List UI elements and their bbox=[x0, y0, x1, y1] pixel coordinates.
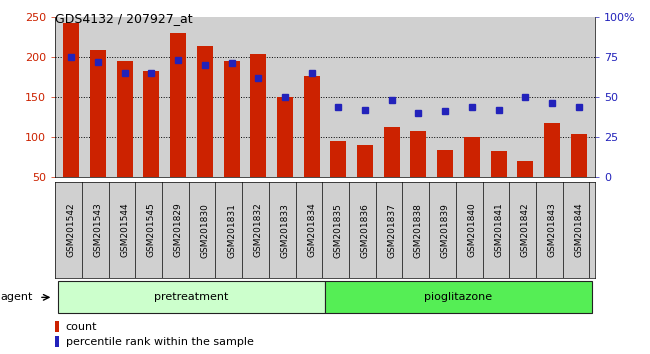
Bar bbox=[304, 76, 320, 177]
Text: percentile rank within the sample: percentile rank within the sample bbox=[66, 337, 254, 347]
Bar bbox=[250, 54, 266, 177]
Bar bbox=[144, 72, 159, 177]
Bar bbox=[90, 50, 106, 177]
Text: GSM201544: GSM201544 bbox=[120, 203, 129, 257]
Text: GSM201829: GSM201829 bbox=[174, 203, 183, 257]
Text: GSM201835: GSM201835 bbox=[334, 202, 343, 258]
Bar bbox=[197, 46, 213, 177]
Text: GSM201836: GSM201836 bbox=[361, 202, 370, 258]
Text: GSM201832: GSM201832 bbox=[254, 203, 263, 257]
Text: pretreatment: pretreatment bbox=[154, 292, 229, 302]
Text: GSM201834: GSM201834 bbox=[307, 203, 316, 257]
Bar bbox=[357, 145, 373, 177]
Bar bbox=[464, 137, 480, 177]
Text: GSM201543: GSM201543 bbox=[94, 203, 103, 257]
Bar bbox=[224, 61, 240, 177]
Bar bbox=[63, 23, 79, 177]
Bar bbox=[384, 127, 400, 177]
Bar bbox=[410, 131, 426, 177]
Bar bbox=[437, 150, 453, 177]
Text: agent: agent bbox=[1, 292, 33, 302]
Bar bbox=[544, 124, 560, 177]
Text: GSM201545: GSM201545 bbox=[147, 203, 156, 257]
Text: GDS4132 / 207927_at: GDS4132 / 207927_at bbox=[55, 12, 193, 25]
Bar bbox=[170, 33, 186, 177]
Bar bbox=[277, 97, 293, 177]
Bar bbox=[491, 152, 506, 177]
Bar bbox=[330, 141, 346, 177]
Text: GSM201831: GSM201831 bbox=[227, 202, 236, 258]
Text: GSM201838: GSM201838 bbox=[414, 202, 423, 258]
Bar bbox=[55, 321, 59, 332]
Bar bbox=[117, 61, 133, 177]
Bar bbox=[58, 281, 325, 313]
Text: GSM201842: GSM201842 bbox=[521, 203, 530, 257]
Text: GSM201837: GSM201837 bbox=[387, 202, 396, 258]
Text: GSM201542: GSM201542 bbox=[67, 203, 76, 257]
Text: GSM201839: GSM201839 bbox=[441, 202, 450, 258]
Text: GSM201840: GSM201840 bbox=[467, 203, 476, 257]
Bar bbox=[55, 336, 59, 347]
Text: count: count bbox=[66, 321, 97, 332]
Bar bbox=[325, 281, 592, 313]
Text: GSM201843: GSM201843 bbox=[547, 203, 556, 257]
Text: pioglitazone: pioglitazone bbox=[424, 292, 493, 302]
Text: GSM201833: GSM201833 bbox=[280, 202, 289, 258]
Bar bbox=[571, 134, 587, 177]
Text: GSM201844: GSM201844 bbox=[574, 203, 583, 257]
Text: GSM201841: GSM201841 bbox=[494, 203, 503, 257]
Bar bbox=[517, 161, 533, 177]
Text: GSM201830: GSM201830 bbox=[200, 202, 209, 258]
